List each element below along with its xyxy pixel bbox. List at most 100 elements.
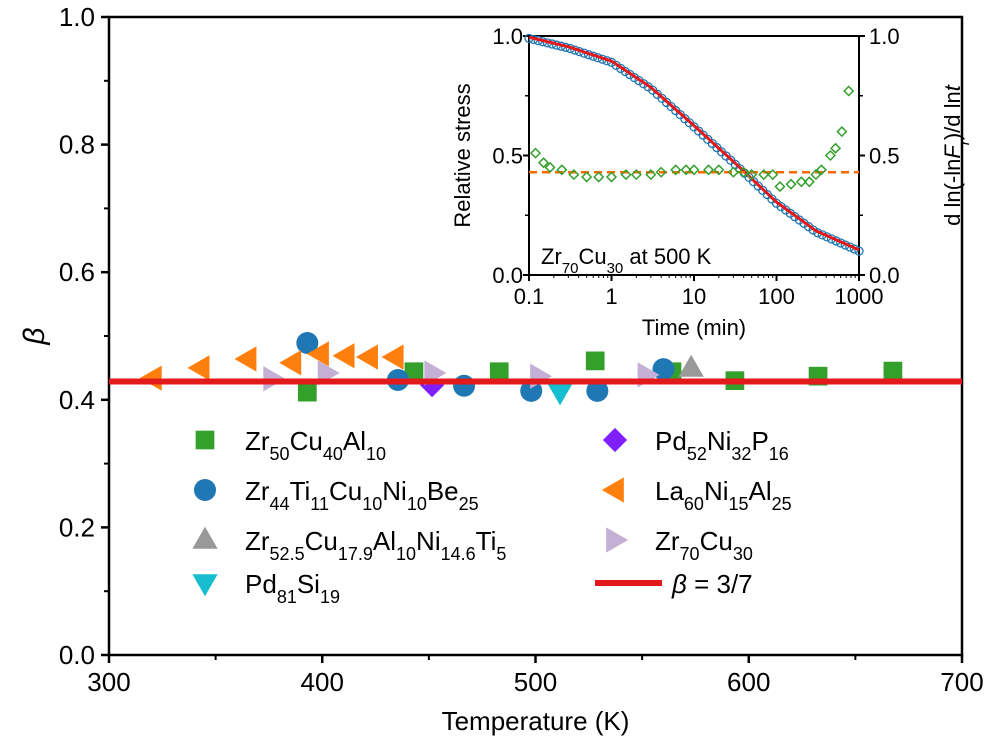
- derivative-point: [727, 166, 739, 178]
- data-point-square: [297, 382, 317, 402]
- derivative-point: [670, 164, 682, 176]
- derivative-point: [630, 169, 642, 181]
- inset-y-axis-label: Relative stress: [450, 83, 475, 227]
- x-tick-label: 300: [87, 667, 130, 697]
- inset-x-tick-label: 1: [605, 284, 617, 309]
- data-point-triangle-left: [139, 365, 162, 391]
- derivative-point: [785, 178, 797, 190]
- legend-label: Pd52Ni32P16: [655, 426, 789, 464]
- derivative-point: [537, 157, 550, 169]
- inset-x-axis-label: Time (min): [642, 315, 746, 340]
- y-tick-label: 0.6: [59, 257, 95, 287]
- derivative-point: [758, 169, 770, 181]
- legend-marker: [606, 527, 629, 553]
- derivative-point: [746, 169, 758, 181]
- x-tick-label: 700: [940, 667, 983, 697]
- legend-marker: [195, 430, 215, 450]
- derivative-point: [738, 166, 750, 178]
- x-axis-label: Temperature (K): [442, 706, 630, 736]
- y-tick-label: 0.8: [59, 130, 95, 160]
- derivative-point: [620, 169, 632, 181]
- derivative-point: [836, 126, 848, 138]
- derivative-point: [815, 164, 827, 176]
- data-point-triangle-left: [381, 344, 404, 370]
- inset-x-tick-label: 100: [758, 284, 795, 309]
- legend-label: Pd81Si19: [245, 569, 340, 607]
- data-point-triangle-left: [306, 341, 329, 367]
- inset-x-tick-label: 1000: [835, 284, 884, 309]
- legend-label: Zr52.5Cu17.9Al10Ni14.6Ti5: [245, 526, 506, 564]
- derivative-point: [774, 181, 786, 193]
- inset-frame: [528, 35, 860, 276]
- data-point-circle: [296, 332, 319, 355]
- derivative-point: [830, 142, 842, 154]
- data-point-triangle-left: [279, 350, 302, 376]
- inset-y-right-tick-label: 0.5: [869, 144, 900, 169]
- data-point-triangle-up: [678, 354, 704, 377]
- legend-marker: [192, 526, 218, 549]
- data-point-square: [489, 362, 509, 382]
- y-tick-label: 0.0: [59, 640, 95, 670]
- derivative-point: [655, 166, 667, 178]
- derivative-point: [645, 169, 657, 181]
- y-axis-label: β: [18, 327, 51, 345]
- derivative-point: [713, 164, 725, 176]
- x-tick-label: 400: [301, 667, 344, 697]
- inset-y-tick-label: 1.0: [492, 24, 523, 49]
- legend-marker: [601, 477, 624, 503]
- derivative-point: [605, 171, 618, 183]
- legend-label: La60Ni15Al25: [655, 476, 792, 514]
- inset-y-right-tick-label: 1.0: [869, 24, 900, 49]
- data-point-diamond: [419, 373, 445, 398]
- derivative-point: [795, 176, 807, 188]
- data-point-triangle-down: [547, 383, 573, 406]
- derivative-point: [568, 169, 580, 181]
- derivative-point: [593, 171, 605, 183]
- y-tick-label: 0.2: [59, 512, 95, 542]
- inset-x-tick-label: 10: [682, 284, 706, 309]
- legend-label: Zr44Ti11Cu10Ni10Be25: [245, 476, 479, 514]
- legend-reference-label: β = 3/7: [671, 569, 753, 599]
- x-tick-label: 600: [727, 667, 770, 697]
- derivative-point: [688, 164, 700, 176]
- stretched-exponential-fit: [528, 35, 860, 252]
- derivative-point: [702, 164, 715, 176]
- inset-annotation: Zr70Cu30 at 500 K: [541, 244, 712, 277]
- data-point-circle: [586, 379, 609, 402]
- inset-y-tick-label: 0.5: [492, 144, 523, 169]
- data-point-square: [585, 351, 605, 371]
- data-point-triangle-left: [187, 355, 210, 381]
- data-point-circle: [453, 374, 476, 397]
- legend-marker: [194, 479, 216, 501]
- derivative-point: [680, 164, 692, 176]
- inset-y-right-tick-label: 0.0: [869, 263, 900, 288]
- data-point-triangle-left: [234, 346, 257, 372]
- inset-y-tick-label: 0.0: [492, 263, 523, 288]
- relative-stress-point: [854, 246, 864, 256]
- derivative-point: [581, 171, 593, 183]
- data-point-triangle-left: [332, 343, 355, 369]
- data-point-triangle-left: [355, 344, 378, 370]
- legend-marker: [192, 574, 218, 597]
- derivative-point: [767, 169, 779, 181]
- derivative-point: [803, 176, 815, 188]
- legend-label: Zr70Cu30: [655, 526, 753, 564]
- derivative-point: [843, 85, 855, 97]
- inset-y-right-axis-label: d ln(-lnFr)/d lnt: [940, 84, 973, 226]
- derivative-point: [544, 161, 556, 174]
- derivative-point: [529, 147, 542, 159]
- data-point-circle: [520, 379, 543, 402]
- x-tick-label: 500: [514, 667, 557, 697]
- inset-x-tick-label: 0.1: [514, 284, 545, 309]
- legend-label: Zr50Cu40Al10: [245, 426, 386, 464]
- derivative-point: [810, 169, 822, 181]
- derivative-point: [824, 149, 836, 162]
- legend-marker: [602, 427, 628, 453]
- derivative-point: [556, 164, 568, 176]
- data-point-square: [404, 362, 424, 382]
- y-tick-label: 0.4: [59, 385, 95, 415]
- data-point-square: [883, 361, 903, 381]
- y-tick-label: 1.0: [59, 2, 95, 32]
